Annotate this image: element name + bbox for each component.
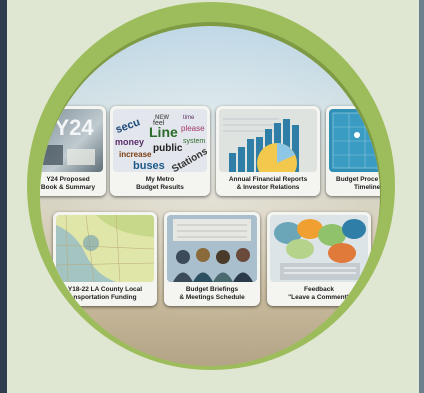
tile-budget-briefings-schedule[interactable]: Budget Briefings & Meetings Schedule [164, 212, 260, 306]
calendar-icon [329, 109, 380, 172]
word-cloud-icon: secu money Line public increase buses St… [113, 109, 207, 172]
speech-bubbles-icon [270, 215, 368, 282]
county-map-icon [56, 215, 154, 282]
bar-chart-icon [219, 109, 317, 172]
tile-caption-line2: & Meetings Schedule [179, 294, 245, 301]
tile-caption-line2: Book & Summary [40, 184, 96, 191]
svg-text:increase: increase [119, 150, 152, 159]
tile-caption-line1: Budget Briefings [185, 286, 239, 293]
tile-caption-line2: & Investor Relations [236, 184, 300, 191]
tile-caption-line1: Feedback [304, 286, 334, 293]
tile-la-county-local-funding[interactable]: Y18-22 LA County Local nsportation Fundi… [53, 212, 157, 306]
svg-text:feel: feel [153, 120, 165, 127]
tile-caption-line2: Budget Results [136, 184, 184, 191]
svg-text:money: money [115, 137, 144, 147]
tile-caption-line1: My Metro [145, 176, 175, 183]
svg-text:NEW: NEW [155, 115, 169, 121]
tile-caption-line2: "Leave a Comment" [288, 294, 350, 301]
tile-budget-process-timeline[interactable]: Budget Proce Timeline [326, 106, 380, 196]
svg-text:time: time [183, 115, 195, 121]
right-edge-bar [419, 0, 424, 393]
svg-text:secu: secu [114, 116, 142, 136]
svg-text:system: system [183, 138, 205, 145]
tile-caption-line1: Budget Proce [336, 176, 379, 183]
left-edge-bar [0, 0, 7, 393]
tile-fy24-proposed-budget[interactable]: FY24 Y24 Proposed Book & Summary [40, 106, 106, 196]
meeting-icon [167, 215, 257, 282]
fy24-thumb-label: FY24 [41, 115, 94, 140]
tile-annual-financial-reports[interactable]: Annual Financial Reports & Investor Rela… [216, 106, 320, 196]
tile-my-metro-budget-results[interactable]: secu money Line public increase buses St… [110, 106, 210, 196]
tile-caption-line2: Timeline [354, 184, 380, 191]
svg-text:please: please [181, 124, 205, 133]
svg-text:buses: buses [133, 160, 165, 172]
budget-book-icon: FY24 [40, 109, 103, 172]
tile-caption-line1: Y18-22 LA County Local [67, 286, 143, 293]
tile-feedback-leave-comment[interactable]: Feedback "Leave a Comment" [267, 212, 371, 306]
svg-text:public: public [153, 143, 183, 154]
svg-text:Line: Line [149, 124, 178, 140]
city-background-circle: FY24 Y24 Proposed Book & Summary secu mo… [40, 26, 380, 366]
tile-caption-line2: nsportation Funding [73, 294, 137, 301]
tile-caption-line1: Annual Financial Reports [228, 176, 308, 183]
tile-caption-line1: Y24 Proposed [46, 176, 90, 183]
